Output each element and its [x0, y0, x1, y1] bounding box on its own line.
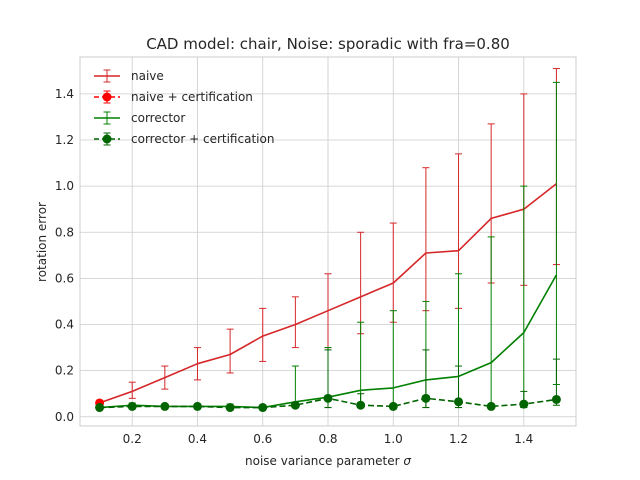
- legend-marker: [102, 92, 112, 102]
- data-point: [454, 397, 464, 407]
- data-point: [486, 401, 496, 411]
- legend-label: naive: [131, 69, 164, 83]
- series-4: [95, 349, 561, 413]
- y-tick-label: 0.8: [55, 225, 74, 239]
- y-tick-label: 0.0: [55, 410, 74, 424]
- x-tick-label: 1.4: [514, 432, 533, 446]
- series-line: [99, 183, 557, 404]
- data-point: [519, 399, 529, 409]
- data-point: [290, 400, 300, 410]
- data-point: [192, 401, 202, 411]
- y-tick-label: 1.0: [55, 179, 74, 193]
- x-axis-label: noise variance parameter σ: [245, 454, 411, 468]
- y-axis-label: rotation error: [35, 202, 49, 282]
- x-axis-label-symbol: σ: [403, 454, 411, 468]
- x-tick-label: 0.8: [318, 432, 337, 446]
- x-axis: 0.2 0.4 0.6 0.8 1.0 1.2 1.4: [123, 432, 534, 446]
- y-tick-label: 0.4: [55, 318, 74, 332]
- plot-frame: [79, 56, 577, 427]
- data-point: [323, 393, 333, 403]
- data-point: [388, 401, 398, 411]
- y-tick-label: 1.2: [55, 133, 74, 147]
- legend: naive naive + certification corrector corre…: [94, 69, 274, 146]
- x-tick-label: 1.0: [384, 432, 403, 446]
- y-tick-label: 0.2: [55, 364, 74, 378]
- y-axis: 0.0 0.2 0.4 0.6 0.8 1.0 1.2 1.4: [55, 87, 74, 424]
- data-point: [421, 393, 431, 403]
- x-tick-label: 0.2: [123, 432, 142, 446]
- data-point: [160, 401, 170, 411]
- data-point: [258, 403, 268, 413]
- data-point: [95, 403, 105, 413]
- data-point: [551, 394, 561, 404]
- data-point: [356, 400, 366, 410]
- x-tick-label: 1.2: [449, 432, 468, 446]
- legend-label: corrector + certification: [131, 132, 274, 146]
- x-axis-label-text: noise variance parameter: [245, 454, 403, 468]
- legend-marker: [102, 134, 112, 144]
- data-point: [127, 401, 137, 411]
- x-tick-label: 0.6: [253, 432, 272, 446]
- x-tick-label: 0.4: [188, 432, 207, 446]
- series-layer: [95, 68, 561, 413]
- data-point: [225, 403, 235, 413]
- chart-title: CAD model: chair, Noise: sporadic with f…: [146, 35, 510, 53]
- legend-label: corrector: [131, 111, 185, 125]
- y-tick-label: 0.6: [55, 271, 74, 285]
- y-tick-label: 1.4: [55, 87, 74, 101]
- legend-label: naive + certification: [131, 90, 253, 104]
